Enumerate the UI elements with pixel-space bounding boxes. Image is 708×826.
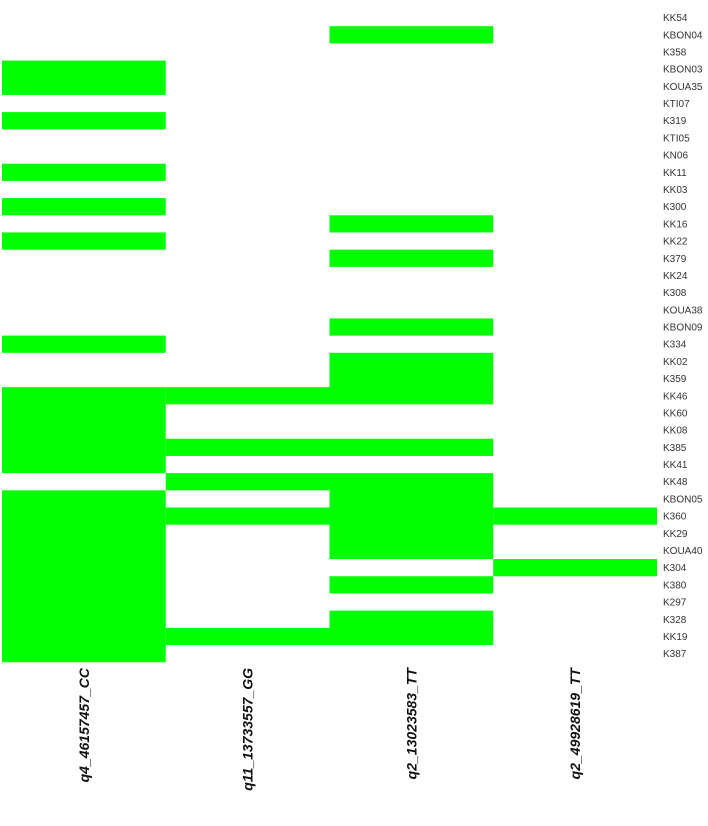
heatmap-cell-KBON09-q2_13023583_TT — [329, 318, 494, 336]
row-label-KK48: KK48 — [663, 477, 688, 488]
row-label-KN06: KN06 — [663, 151, 688, 162]
heatmap-cell-K385-q2_13023583_TT — [329, 438, 494, 456]
row-label-KBON03: KBON03 — [663, 65, 703, 76]
row-label-KK29: KK29 — [663, 529, 688, 540]
heatmap-cell-K380-q4_46157457_CC — [2, 576, 166, 595]
row-label-KBON05: KBON05 — [663, 494, 703, 505]
row-label-K359: K359 — [663, 374, 687, 385]
heatmap-cell-K360-q2_13023583_TT — [329, 507, 494, 526]
row-label-K304: K304 — [663, 563, 687, 574]
heatmap-cell-KOUA40-q2_13023583_TT — [329, 541, 494, 560]
row-label-K319: K319 — [663, 116, 687, 127]
heatmap-cell-K328-q2_13023583_TT — [329, 610, 494, 629]
row-label-KK03: KK03 — [663, 185, 688, 196]
heatmap-cell-K319-q4_46157457_CC — [2, 112, 166, 130]
heatmap-cell-KK46-q11_13733557_GG — [165, 387, 330, 405]
row-label-KK46: KK46 — [663, 391, 688, 402]
heatmap-cell-K380-q2_13023583_TT — [329, 576, 494, 594]
heatmap-cell-KK19-q11_13733557_GG — [165, 627, 330, 646]
row-label-K380: K380 — [663, 580, 687, 591]
heatmap-cell-K328-q4_46157457_CC — [2, 610, 166, 629]
row-label-KBON04: KBON04 — [663, 30, 703, 41]
heatmap-cell-K387-q4_46157457_CC — [2, 645, 166, 663]
row-label-KK16: KK16 — [663, 219, 688, 230]
column-label-q11_13733557_GG: q11_13733557_GG — [240, 668, 256, 791]
row-label-KOUA38: KOUA38 — [663, 305, 703, 316]
row-label-KK08: KK08 — [663, 426, 688, 437]
heatmap-cell-KBON04-q2_13023583_TT — [329, 26, 494, 44]
column-labels: q4_46157457_CC q11_13733557_GG q2_13023583… — [76, 667, 583, 791]
row-labels: KK54 KBON04 K358 KBON03 KOUA35 KTI07 K319 KTI05… — [663, 13, 703, 660]
row-label-KK02: KK02 — [663, 357, 688, 368]
heatmap-cell-K300-q4_46157457_CC — [2, 198, 166, 216]
heatmap-cell-KK16-q2_13023583_TT — [329, 215, 494, 233]
heatmap-cell-KBON05-q2_13023583_TT — [329, 490, 494, 509]
row-label-K385: K385 — [663, 443, 687, 454]
row-label-KTI07: KTI07 — [663, 99, 690, 110]
row-label-K379: K379 — [663, 254, 687, 265]
heatmap-cell-KK29-q2_13023583_TT — [329, 524, 494, 543]
heatmap-cell-KK19-q4_46157457_CC — [2, 627, 166, 646]
heatmap-cell-K304-q4_46157457_CC — [2, 559, 166, 577]
row-label-KOUA40: KOUA40 — [663, 546, 703, 557]
row-label-KK60: KK60 — [663, 408, 688, 419]
column-label-q4_46157457_CC: q4_46157457_CC — [76, 667, 92, 782]
heatmap-cell-KK29-q4_46157457_CC — [2, 524, 166, 543]
heatmap-cell-KK41-q4_46157457_CC — [2, 455, 166, 474]
row-label-K328: K328 — [663, 615, 687, 626]
heatmap-cell-KK48-q2_13023583_TT — [329, 473, 494, 491]
row-label-KOUA35: KOUA35 — [663, 82, 703, 93]
row-label-KTI05: KTI05 — [663, 133, 690, 144]
heatmap-cell-KK02-q2_13023583_TT — [329, 352, 494, 371]
heatmap-cell-KOUA35-q4_46157457_CC — [2, 77, 166, 95]
row-label-K308: K308 — [663, 288, 687, 299]
heatmap-cell-K385-q11_13733557_GG — [165, 438, 330, 456]
row-label-K297: K297 — [663, 598, 687, 609]
row-label-K360: K360 — [663, 512, 687, 523]
row-label-KK11: KK11 — [663, 168, 687, 179]
column-label-q2_13023583_TT: q2_13023583_TT — [403, 667, 419, 780]
heatmap-cell-K385-q4_46157457_CC — [2, 438, 166, 457]
row-label-K300: K300 — [663, 202, 687, 213]
heatmap-cell-K359-q2_13023583_TT — [329, 369, 494, 388]
row-label-KBON09: KBON09 — [663, 323, 703, 334]
heatmap-cell-K360-q11_13733557_GG — [165, 507, 330, 525]
heatmap-cell-K334-q4_46157457_CC — [2, 335, 166, 353]
heatmap-cell-KK11-q4_46157457_CC — [2, 163, 166, 181]
heatmap-cell-KBON03-q4_46157457_CC — [2, 60, 166, 79]
heatmap-cell-K297-q4_46157457_CC — [2, 593, 166, 612]
heatmap-cell-K304-q2_49928619_TT — [493, 559, 657, 577]
heatmap-cell-KK46-q4_46157457_CC — [2, 387, 166, 405]
row-label-KK54: KK54 — [663, 13, 688, 24]
heatmap-cell-KK22-q4_46157457_CC — [2, 232, 166, 250]
heatmap-cell-KBON05-q4_46157457_CC — [2, 490, 166, 509]
row-label-KK22: KK22 — [663, 237, 688, 248]
heatmap-cell-KK48-q11_13733557_GG — [165, 473, 330, 491]
row-label-KK41: KK41 — [663, 460, 688, 471]
heatmap-cell-K360-q2_49928619_TT — [493, 507, 657, 525]
heatmap-cell-KK46-q2_13023583_TT — [329, 387, 494, 405]
row-label-K387: K387 — [663, 649, 687, 660]
row-label-K334: K334 — [663, 340, 687, 351]
heatmap-cell-KK19-q2_13023583_TT — [329, 627, 494, 646]
heatmap-cell-KK08-q4_46157457_CC — [2, 421, 166, 440]
heatmap-cell-K379-q2_13023583_TT — [329, 249, 494, 267]
heatmap-cells — [2, 26, 657, 663]
row-label-KK24: KK24 — [663, 271, 688, 282]
row-label-KK19: KK19 — [663, 632, 688, 643]
row-label-K358: K358 — [663, 47, 687, 58]
heatmap-cell-K360-q4_46157457_CC — [2, 507, 166, 526]
column-label-q2_49928619_TT: q2_49928619_TT — [567, 667, 583, 780]
heatmap-cell-KK60-q4_46157457_CC — [2, 404, 166, 423]
heatmap-cell-KOUA40-q4_46157457_CC — [2, 541, 166, 560]
